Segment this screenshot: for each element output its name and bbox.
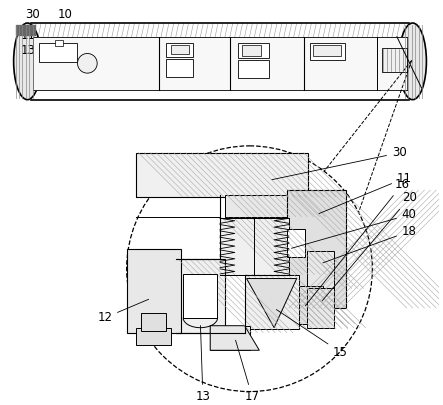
Bar [311, 43, 345, 60]
Bar [183, 274, 217, 318]
Ellipse shape [14, 23, 41, 100]
Bar [287, 229, 304, 257]
Bar [225, 195, 308, 217]
Bar [141, 313, 166, 330]
Bar [382, 47, 407, 72]
Bar [307, 288, 334, 328]
Circle shape [127, 146, 373, 392]
Bar [55, 40, 63, 46]
Bar [241, 45, 261, 56]
Bar [33, 37, 407, 90]
Text: 30: 30 [25, 8, 40, 21]
Bar [127, 249, 181, 333]
Text: 40: 40 [291, 208, 417, 248]
Text: 10: 10 [58, 8, 73, 21]
Circle shape [78, 53, 97, 73]
Bar [238, 43, 269, 58]
Bar [166, 43, 194, 58]
Text: 18: 18 [323, 225, 417, 263]
Bar [313, 45, 341, 56]
Bar [287, 190, 346, 308]
Bar [136, 328, 171, 345]
Bar [176, 259, 225, 333]
Ellipse shape [399, 23, 427, 100]
Polygon shape [247, 279, 297, 328]
Bar [136, 153, 308, 197]
Bar [166, 60, 194, 77]
Bar [274, 286, 323, 324]
Bar [171, 45, 189, 54]
Bar [307, 251, 334, 288]
Text: 30: 30 [272, 146, 407, 180]
Bar [238, 60, 269, 78]
Text: 17: 17 [236, 340, 260, 403]
Text: 13: 13 [195, 326, 210, 403]
Text: 16: 16 [305, 178, 410, 306]
Text: 20: 20 [322, 192, 417, 301]
Text: 11: 11 [319, 172, 412, 213]
Polygon shape [210, 326, 259, 350]
Text: 12: 12 [97, 299, 149, 324]
Text: 11: 11 [20, 29, 35, 42]
Bar [39, 43, 77, 62]
Text: 13: 13 [20, 44, 35, 57]
Bar [245, 275, 299, 329]
Text: 15: 15 [276, 309, 348, 359]
Bar [220, 217, 289, 275]
Bar [210, 326, 249, 350]
